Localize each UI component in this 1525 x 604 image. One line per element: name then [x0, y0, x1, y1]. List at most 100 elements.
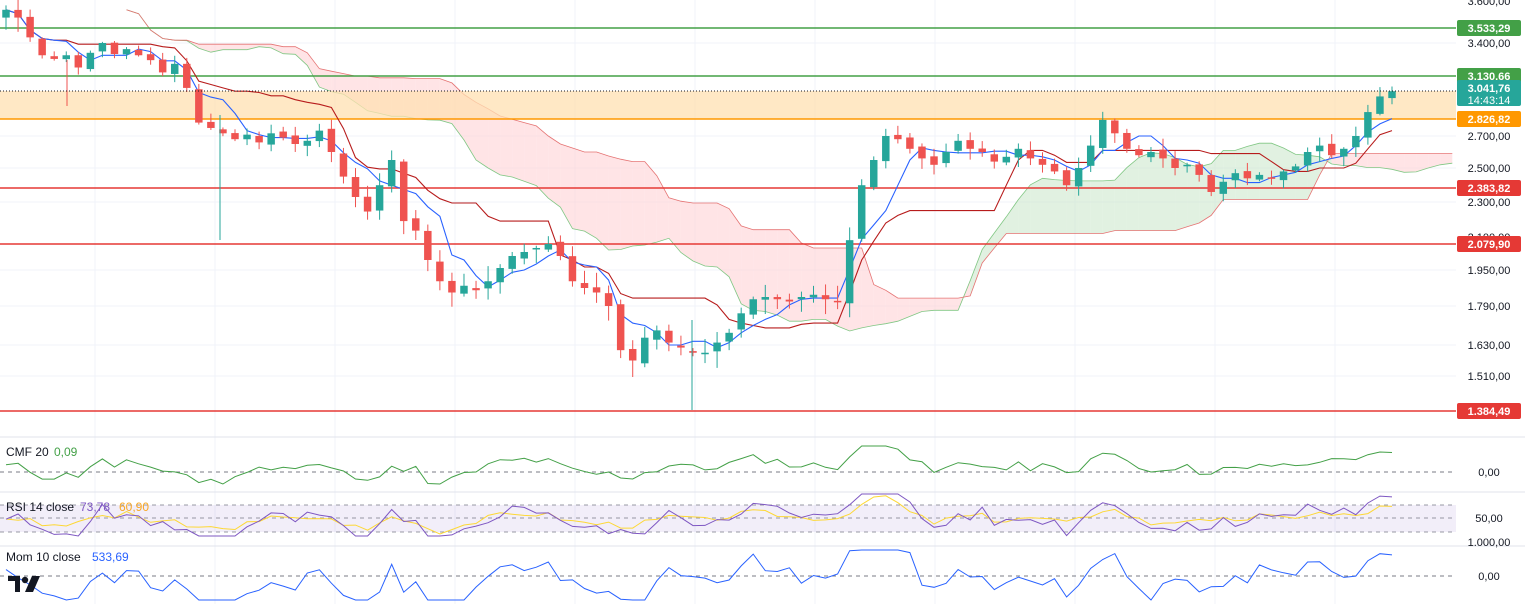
- mom-axis-tick: 1.000,00: [1468, 537, 1511, 549]
- cloud-segment: [1151, 152, 1163, 231]
- cloud-segment: [1428, 153, 1441, 168]
- candle-body: [399, 161, 408, 222]
- cloud-segment: [680, 201, 693, 261]
- price-tick-label: 1.950,00: [1468, 265, 1511, 277]
- candle-body: [508, 255, 516, 269]
- candle-body: [930, 156, 938, 165]
- candle-body: [496, 267, 504, 283]
- cloud-segment: [1163, 153, 1176, 231]
- candle-body: [882, 136, 890, 162]
- horizontal-levels: [0, 27, 1456, 412]
- tenkan-line: [5, 9, 1393, 349]
- rsi-ma-line: [5, 495, 1393, 535]
- candle-body: [448, 280, 456, 293]
- ichimoku-cloud: [126, 9, 1453, 332]
- cloud-segment: [982, 233, 995, 263]
- candle-body: [472, 288, 480, 291]
- level-label-bg: [1457, 403, 1521, 419]
- cloud-segment: [247, 44, 260, 50]
- price-zone: [0, 91, 1456, 119]
- candle-body: [1062, 170, 1071, 186]
- price-tick-label: 1.790,00: [1468, 301, 1511, 313]
- cloud-segment: [813, 248, 826, 320]
- candle-body: [1219, 181, 1228, 194]
- candle-body: [1147, 152, 1155, 158]
- candle-body: [1291, 166, 1300, 171]
- cloud-segment: [1416, 153, 1429, 172]
- candle-body: [195, 89, 203, 123]
- level-label-bg: [1457, 111, 1521, 127]
- candle-body: [74, 55, 83, 68]
- candle-body: [797, 297, 806, 300]
- candle-body: [424, 230, 432, 260]
- cloud-segment: [644, 161, 657, 245]
- candle-body: [785, 299, 794, 302]
- candle-body: [701, 352, 709, 355]
- candle-body: [616, 304, 625, 351]
- indicator-panes: CMF 20 0,09 0,00 RSI 14 close 73,78 60,90 50,0…: [0, 445, 1511, 601]
- candle-body: [749, 299, 757, 315]
- candle-body: [677, 345, 685, 348]
- rsi-axis-tick: 50,00: [1475, 513, 1503, 525]
- price-tick-label: 2.500,00: [1468, 163, 1511, 175]
- cloud-segment: [1078, 180, 1091, 234]
- cloud-segment: [825, 248, 838, 327]
- level-label: 2.383,82: [1468, 183, 1511, 195]
- cloud-segment: [283, 46, 296, 55]
- cloud-segment: [741, 225, 754, 311]
- countdown-label: 14:43:14: [1468, 95, 1511, 107]
- candle-body: [484, 281, 492, 289]
- level-label-bg: [1457, 20, 1521, 36]
- candle-body: [50, 56, 58, 59]
- cloud-segment: [668, 197, 681, 253]
- cloud-segment: [1138, 152, 1151, 231]
- candle-body: [580, 283, 589, 288]
- rsi-label: RSI 14 close: [6, 500, 74, 514]
- cloud-segment: [1343, 153, 1356, 166]
- cloud-segment: [1042, 178, 1055, 234]
- tradingview-logo-icon[interactable]: [8, 574, 42, 594]
- cloud-segment: [1187, 164, 1200, 227]
- candle-body: [1014, 148, 1023, 158]
- cloud-segment: [934, 298, 947, 311]
- candle-body: [122, 49, 131, 55]
- candle-body: [110, 42, 119, 55]
- level-label-bg: [1457, 236, 1521, 252]
- rsi-value: 73,78: [80, 500, 110, 514]
- mom-axis-tick: 0,00: [1478, 571, 1499, 583]
- candle-body: [1207, 175, 1215, 192]
- cloud-segment: [632, 161, 645, 246]
- cloud-segment: [1018, 184, 1031, 234]
- candle-body: [725, 332, 733, 342]
- cloud-segment: [970, 249, 983, 296]
- candle-body: [1195, 164, 1203, 175]
- candle-body: [1074, 168, 1083, 187]
- cloud-segment: [909, 298, 922, 317]
- candle-body: [279, 131, 287, 138]
- cloud-segment: [717, 203, 730, 277]
- price-tick-label: 1.510,00: [1468, 371, 1511, 383]
- cloud-segment: [1066, 180, 1079, 234]
- cmf-line: [5, 445, 1393, 485]
- candle-body: [158, 59, 167, 73]
- candle-body: [520, 251, 528, 259]
- level-label: 1.384,49: [1468, 406, 1511, 418]
- candle-body: [1050, 163, 1059, 172]
- candle-body: [1364, 112, 1372, 138]
- candle-body: [628, 348, 637, 361]
- candle-body: [1267, 177, 1276, 179]
- cloud-segment: [994, 216, 1007, 248]
- level-label: 2.079,90: [1468, 239, 1511, 251]
- cloud-segment: [1211, 150, 1224, 216]
- level-label-bg: [1457, 180, 1521, 196]
- cloud-segment: [897, 298, 910, 322]
- candle-body: [231, 133, 239, 140]
- candle-body: [1376, 96, 1384, 114]
- candle-body: [713, 342, 721, 352]
- level-label: 3.533,29: [1468, 23, 1511, 35]
- cloud-segment: [1235, 146, 1248, 200]
- candle-body: [1328, 143, 1336, 156]
- cmf-label: CMF 20: [6, 445, 49, 459]
- cloud-segment: [620, 159, 633, 250]
- candle-body: [1255, 174, 1264, 180]
